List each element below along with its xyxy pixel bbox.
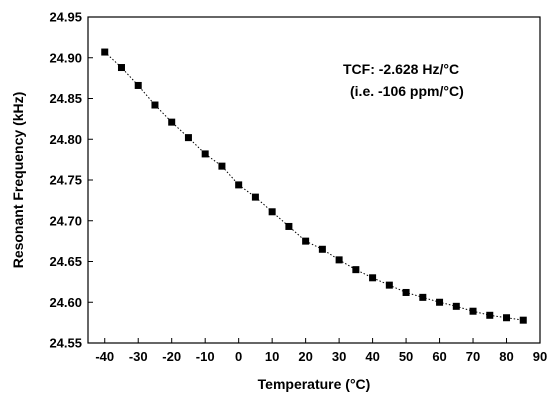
data-point (402, 288, 410, 296)
data-point (302, 237, 310, 245)
x-tick-label: 80 (499, 349, 513, 364)
data-point (436, 298, 444, 306)
data-point (469, 307, 477, 315)
data-point (168, 118, 176, 126)
data-point (452, 302, 460, 310)
x-tick-label: -30 (129, 349, 148, 364)
data-point (235, 181, 243, 189)
data-point (503, 314, 511, 322)
y-tick-label: 24.95 (49, 10, 82, 25)
data-point (369, 274, 377, 282)
data-point (117, 64, 125, 72)
x-axis-ticks: -40 -30 -20 -10 0 10 20 30 40 50 60 70 80 90 (95, 338, 547, 364)
y-axis-ticks: 24.55 24.60 24.65 24.70 24.75 24.80 24.85 24.90… (49, 10, 93, 351)
data-point (151, 101, 159, 109)
y-tick-label: 24.85 (49, 91, 82, 106)
data-point (251, 193, 259, 201)
data-point (134, 81, 142, 89)
y-tick-label: 24.60 (49, 295, 82, 310)
data-point (318, 245, 326, 253)
x-tick-label: 90 (533, 349, 547, 364)
x-tick-label: 60 (432, 349, 446, 364)
x-axis-title: Temperature (°C) (258, 376, 371, 392)
y-tick-label: 24.65 (49, 254, 82, 269)
y-tick-label: 24.80 (49, 132, 82, 147)
x-tick-label: 50 (399, 349, 413, 364)
data-point (486, 311, 494, 319)
x-tick-label: 0 (235, 349, 242, 364)
x-tick-label: 70 (466, 349, 480, 364)
x-tick-label: 10 (265, 349, 279, 364)
x-tick-label: -10 (196, 349, 215, 364)
data-point (184, 134, 192, 142)
x-tick-label: 30 (332, 349, 346, 364)
data-point (519, 316, 527, 324)
annotation-ppm: (i.e. -106 ppm/°C) (350, 83, 464, 99)
data-point (218, 162, 226, 170)
y-tick-label: 24.55 (49, 336, 82, 351)
y-axis-title: Resonant Frequency (kHz) (10, 92, 26, 269)
x-tick-label: -40 (95, 349, 114, 364)
data-point (285, 222, 293, 230)
annotation-tcf: TCF: -2.628 Hz/°C (343, 61, 459, 77)
data-point (201, 150, 209, 158)
x-tick-label: 20 (298, 349, 312, 364)
y-tick-label: 24.75 (49, 173, 82, 188)
data-point (419, 293, 427, 301)
data-points (101, 48, 527, 324)
data-point (268, 208, 276, 216)
data-point (101, 48, 109, 56)
y-tick-label: 24.70 (49, 213, 82, 228)
y-tick-label: 24.90 (49, 50, 82, 65)
data-point (335, 256, 343, 264)
data-point (352, 266, 360, 274)
x-tick-label: 40 (365, 349, 379, 364)
x-tick-label: -20 (162, 349, 181, 364)
plot-frame (87, 16, 541, 344)
data-point (385, 281, 393, 289)
